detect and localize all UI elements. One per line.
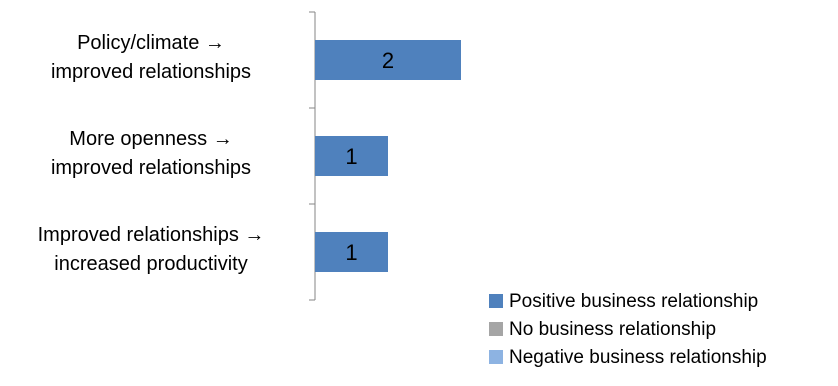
legend: Positive business relationship No busines… xyxy=(489,291,767,368)
legend-label: Negative business relationship xyxy=(509,347,767,368)
category-label: More openness → improved relationships xyxy=(51,128,251,179)
data-label: 1 xyxy=(345,144,357,169)
bar xyxy=(315,40,461,80)
bar xyxy=(315,232,388,272)
category-label: Improved relationships → increased produc… xyxy=(38,224,265,275)
category-labels: Policy/climate → improved relationships Mo… xyxy=(38,32,265,275)
category-label: Policy/climate → improved relationships xyxy=(51,32,251,83)
bars: 2 1 1 xyxy=(315,40,461,272)
data-label: 2 xyxy=(382,48,394,73)
legend-item: Negative business relationship xyxy=(489,347,767,368)
legend-label: Positive business relationship xyxy=(509,291,758,312)
data-label: 1 xyxy=(345,240,357,265)
category-axis xyxy=(309,11,316,301)
legend-swatch xyxy=(489,294,503,308)
legend-item: No business relationship xyxy=(489,319,716,340)
legend-label: No business relationship xyxy=(509,319,716,340)
legend-swatch xyxy=(489,322,503,336)
legend-item: Positive business relationship xyxy=(489,291,758,312)
bar xyxy=(315,136,388,176)
legend-swatch xyxy=(489,350,503,364)
